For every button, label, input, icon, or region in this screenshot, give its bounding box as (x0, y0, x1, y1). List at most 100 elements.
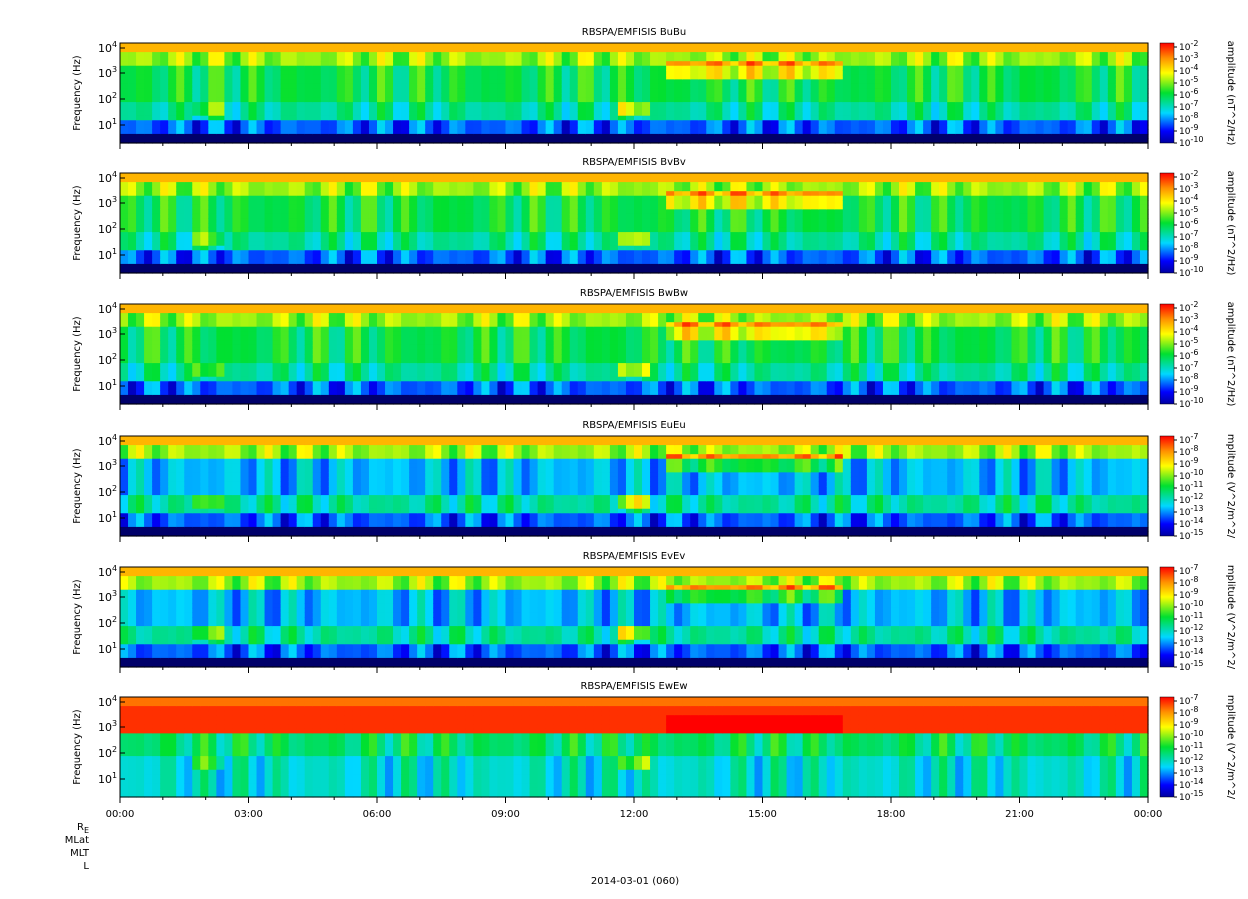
colorbar-label: mplitude (V^2/m^2/ (1225, 434, 1236, 539)
colorbar-tick-label: 10-11 (1179, 741, 1204, 755)
y-tick-label: 103 (98, 719, 117, 734)
panel-title: RBSPA/EMFISIS EuEu (582, 420, 685, 431)
x-tick-label: 12:00 (620, 809, 649, 820)
colorbar-label: mplitude (V^2/m^2/ (1225, 565, 1236, 670)
colorbar-tick-label: 10-9 (1179, 587, 1198, 601)
y-tick-label: 102 (98, 91, 117, 106)
colorbar-tick-label: 10-7 (1179, 432, 1198, 446)
y-axis-label: Frequency (Hz) (72, 55, 83, 131)
y-tick-label: 102 (98, 745, 117, 760)
panel-5: RBSPA/EMFISIS EvEv Frequency (Hz) 101 102 10… (72, 551, 1236, 673)
colorbar-tick-label: 10-10 (1179, 468, 1204, 482)
colorbar-tick-label: 10-8 (1179, 241, 1198, 255)
colorbar-tick-label: 10-7 (1179, 360, 1198, 374)
y-axis-label: Frequency (Hz) (72, 579, 83, 655)
x-tick-label: 15:00 (748, 809, 777, 820)
colorbar-tick-label: 10-9 (1179, 456, 1198, 470)
y-axis-label: Frequency (Hz) (72, 709, 83, 785)
time-axis: 00:00 03:00 06:00 09:00 12:00 15:00 18:00 21:00… (106, 809, 1163, 820)
colorbar-tick-label: 10-3 (1179, 51, 1198, 65)
colorbar-tick-label: 10-10 (1179, 729, 1204, 743)
panel-title: RBSPA/EMFISIS BvBv (582, 157, 686, 168)
y-tick-label: 104 (98, 170, 117, 185)
colorbar-tick-label: 10-7 (1179, 99, 1198, 113)
colorbar-tick-label: 10-14 (1179, 516, 1204, 530)
colorbar-tick-label: 10-2 (1179, 300, 1198, 314)
y-tick-label: 101 (98, 510, 117, 525)
colorbar-tick-label: 10-2 (1179, 169, 1198, 183)
panel-title: RBSPA/EMFISIS EwEw (580, 681, 687, 692)
panel-title: RBSPA/EMFISIS BwBw (580, 288, 688, 299)
colorbar-tick-label: 10-8 (1179, 372, 1198, 386)
spectrogram-image (120, 173, 1149, 274)
x-tick-label: 06:00 (363, 809, 392, 820)
colorbar: 10-710-810-910-1010-1110-1210-1310-1410-… (1159, 563, 1236, 673)
y-tick-label: 102 (98, 615, 117, 630)
date-label: 2014-03-01 (060) (591, 876, 679, 887)
y-tick-label: 101 (98, 247, 117, 262)
y-tick-label: 104 (98, 301, 117, 316)
colorbar-tick-label: 10-7 (1179, 563, 1198, 577)
x-tick-label: 09:00 (491, 809, 520, 820)
colorbar-tick-label: 10-10 (1179, 135, 1204, 149)
spectrogram-image (120, 304, 1149, 405)
colorbar-tick-label: 10-5 (1179, 75, 1198, 89)
colorbar: 10-210-310-410-510-610-710-810-910-10 amp… (1159, 39, 1236, 149)
colorbar: 10-710-810-910-1010-1110-1210-1310-1410-… (1159, 693, 1236, 803)
y-tick-label: 103 (98, 65, 117, 80)
colorbar-tick-label: 10-12 (1179, 623, 1204, 637)
x-tick-label: 03:00 (234, 809, 263, 820)
colorbar-tick-label: 10-14 (1179, 647, 1204, 661)
colorbar-tick-label: 10-5 (1179, 205, 1198, 219)
ephemeris-label: MLat (65, 835, 89, 846)
colorbar: 10-710-810-910-1010-1110-1210-1310-1410-… (1159, 432, 1236, 542)
panel-title: RBSPA/EMFISIS BuBu (582, 27, 686, 38)
colorbar-tick-label: 10-9 (1179, 384, 1198, 398)
y-tick-label: 101 (98, 771, 117, 786)
y-tick-label: 103 (98, 195, 117, 210)
y-tick-label: 103 (98, 458, 117, 473)
colorbar-tick-label: 10-4 (1179, 324, 1198, 338)
panel-6: RBSPA/EMFISIS EwEw Frequency (Hz) 101 102 10… (72, 681, 1236, 803)
y-tick-label: 103 (98, 326, 117, 341)
colorbar-tick-label: 10-13 (1179, 765, 1204, 779)
spectrogram-image (120, 436, 1149, 537)
panel-title: RBSPA/EMFISIS EvEv (583, 551, 686, 562)
colorbar-tick-label: 10-7 (1179, 693, 1198, 707)
y-tick-label: 103 (98, 589, 117, 604)
colorbar-label: mplitude (V^2/m^2/ (1225, 695, 1236, 800)
colorbar: 10-210-310-410-510-610-710-810-910-10 amp… (1159, 300, 1236, 410)
colorbar-tick-label: 10-4 (1179, 193, 1198, 207)
x-tick-label: 00:00 (1134, 809, 1163, 820)
colorbar-tick-label: 10-8 (1179, 111, 1198, 125)
panel-3: RBSPA/EMFISIS BwBw Frequency (Hz) 101 102 10… (72, 288, 1236, 410)
colorbar-label: amplitude (nT^2/Hz) (1225, 171, 1236, 276)
colorbar-tick-label: 10-12 (1179, 753, 1204, 767)
colorbar-tick-label: 10-10 (1179, 599, 1204, 613)
colorbar-tick-label: 10-15 (1179, 789, 1204, 803)
colorbar-tick-label: 10-12 (1179, 492, 1204, 506)
y-axis-label: Frequency (Hz) (72, 185, 83, 261)
y-tick-label: 102 (98, 484, 117, 499)
colorbar-tick-label: 10-6 (1179, 348, 1198, 362)
colorbar-tick-label: 10-11 (1179, 611, 1204, 625)
colorbar-label: amplitude (nT^2/Hz) (1225, 302, 1236, 407)
x-tick-label: 21:00 (1005, 809, 1034, 820)
y-axis-label: Frequency (Hz) (72, 448, 83, 524)
y-tick-label: 101 (98, 378, 117, 393)
colorbar-tick-label: 10-8 (1179, 444, 1198, 458)
y-tick-label: 101 (98, 641, 117, 656)
colorbar-tick-label: 10-9 (1179, 253, 1198, 267)
colorbar-tick-label: 10-3 (1179, 181, 1198, 195)
colorbar-tick-label: 10-10 (1179, 396, 1204, 410)
colorbar-tick-label: 10-11 (1179, 480, 1204, 494)
colorbar-tick-label: 10-4 (1179, 63, 1198, 77)
colorbar-tick-label: 10-15 (1179, 659, 1204, 673)
ephemeris-label: RE (77, 822, 89, 835)
colorbar-tick-label: 10-8 (1179, 705, 1198, 719)
colorbar-tick-label: 10-5 (1179, 336, 1198, 350)
y-tick-label: 104 (98, 694, 117, 709)
y-tick-label: 104 (98, 40, 117, 55)
y-axis-label: Frequency (Hz) (72, 316, 83, 392)
panel-1: RBSPA/EMFISIS BuBu Frequency (Hz) 101 102 10… (72, 27, 1236, 149)
